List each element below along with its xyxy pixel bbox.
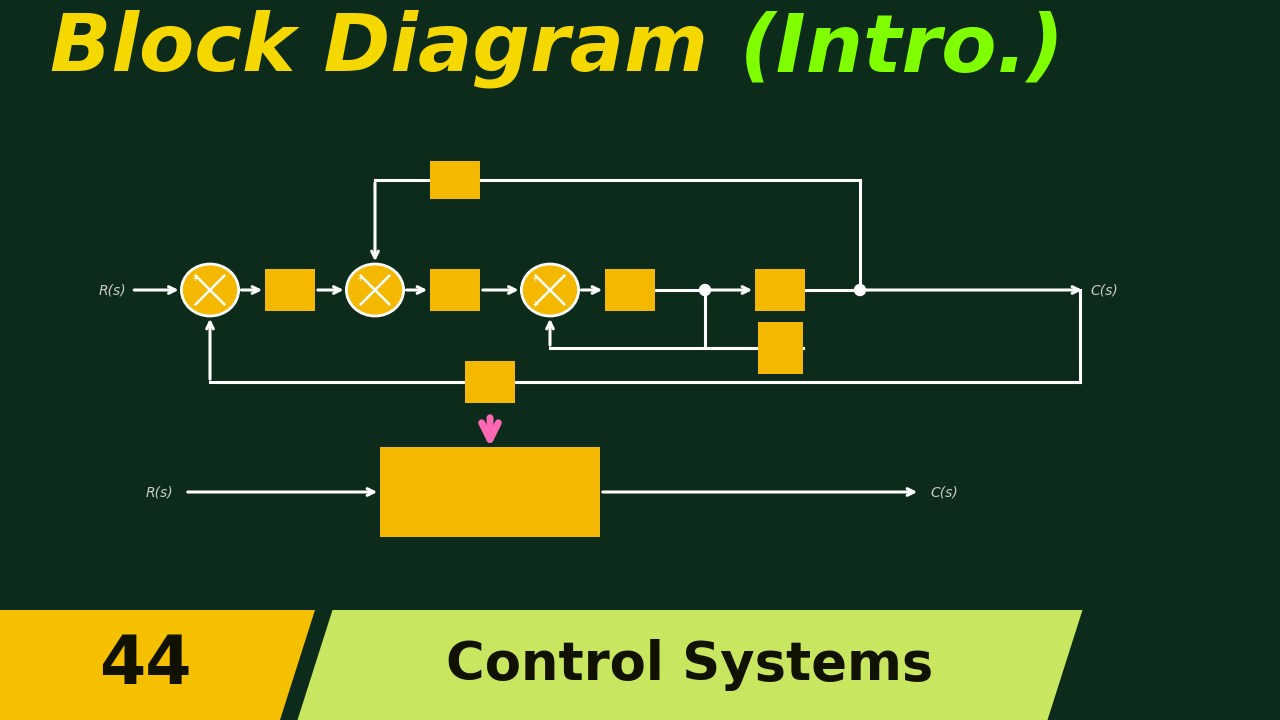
Ellipse shape <box>347 264 403 316</box>
Circle shape <box>699 284 710 295</box>
Text: R(s): R(s) <box>99 283 127 297</box>
Text: C(s): C(s) <box>931 485 957 499</box>
Text: (Intro.): (Intro.) <box>740 10 1065 88</box>
Text: 44: 44 <box>99 632 191 698</box>
Bar <box>758 322 803 374</box>
Ellipse shape <box>182 264 238 316</box>
Text: +: + <box>356 274 364 283</box>
Circle shape <box>855 284 865 295</box>
Text: +: + <box>191 274 198 283</box>
Bar <box>430 161 480 199</box>
Bar <box>430 269 480 311</box>
Bar <box>605 269 655 311</box>
Polygon shape <box>297 610 1083 720</box>
Polygon shape <box>0 610 315 720</box>
Bar <box>380 447 600 537</box>
Text: Control Systems: Control Systems <box>447 639 933 691</box>
Text: +: + <box>531 274 538 283</box>
Text: -: - <box>192 300 196 310</box>
Text: R(s): R(s) <box>146 485 173 499</box>
Text: +: + <box>531 300 538 309</box>
Text: C(s): C(s) <box>1091 283 1117 297</box>
Ellipse shape <box>521 264 579 316</box>
Bar <box>755 269 805 311</box>
Text: Block Diagram: Block Diagram <box>50 10 736 89</box>
Bar <box>265 269 315 311</box>
Bar <box>465 361 515 403</box>
